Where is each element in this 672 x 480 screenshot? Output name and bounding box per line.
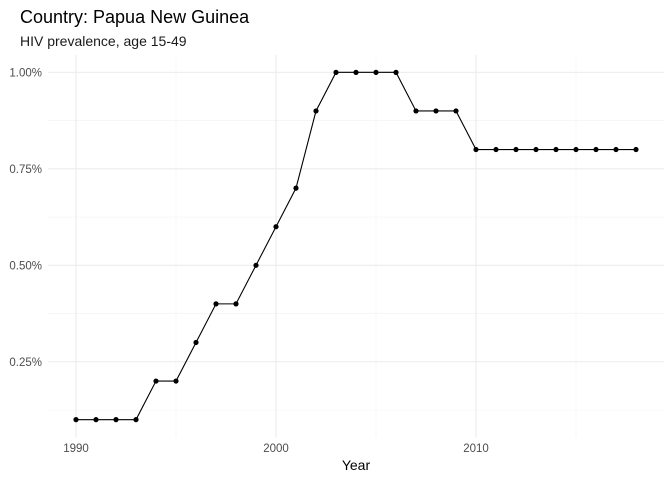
data-point: [373, 69, 379, 75]
x-tick-label: 2010: [463, 443, 489, 455]
data-point: [193, 339, 199, 346]
data-point: [293, 185, 299, 191]
x-tick-label: 2000: [263, 443, 289, 455]
y-tick-label: 0.25%: [9, 357, 42, 369]
data-point: [93, 417, 99, 423]
data-point: [153, 378, 159, 384]
gridlines: [48, 55, 664, 437]
x-axis-ticks: 1990 2000 2010: [63, 443, 489, 455]
data-point: [553, 146, 559, 153]
data-point: [633, 146, 639, 153]
series-group: [73, 69, 639, 423]
series-line: [76, 71, 636, 421]
data-point: [313, 108, 319, 114]
data-point: [353, 69, 359, 75]
data-point: [473, 146, 479, 153]
y-axis-ticks: 0.25% 0.50% 0.75% 1.00%: [9, 67, 42, 368]
x-axis-title: Year: [342, 457, 371, 473]
data-point: [173, 378, 179, 384]
data-point: [273, 224, 279, 230]
data-point: [533, 146, 539, 153]
data-point: [413, 108, 419, 114]
chart-title: Country: Papua New Guinea: [20, 7, 250, 27]
data-point: [333, 69, 339, 75]
data-point: [213, 301, 219, 307]
data-point: [433, 108, 439, 114]
y-tick-label: 0.50%: [9, 260, 42, 272]
data-point: [453, 108, 459, 114]
x-tick-label: 1990: [63, 443, 89, 455]
data-point: [133, 417, 139, 423]
data-point: [613, 146, 619, 153]
data-point: [113, 417, 119, 423]
y-tick-label: 1.00%: [9, 67, 42, 79]
data-point: [573, 146, 579, 153]
data-point: [253, 262, 259, 268]
data-point: [513, 146, 519, 153]
chart-subtitle: HIV prevalence, age 15-49: [20, 33, 187, 49]
data-point: [233, 301, 239, 307]
data-point: [593, 146, 599, 153]
data-point: [73, 417, 79, 423]
y-tick-label: 0.75%: [9, 164, 42, 176]
data-point: [393, 69, 399, 75]
data-point: [493, 146, 499, 153]
